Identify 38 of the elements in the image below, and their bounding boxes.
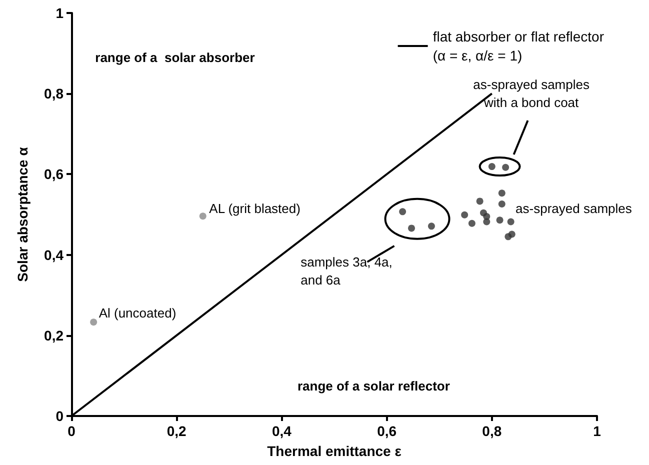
x-tick-label: 0 xyxy=(68,423,76,439)
point xyxy=(90,318,98,326)
point xyxy=(461,211,468,218)
point xyxy=(483,218,490,226)
y-axis-title: Solar absorptance α xyxy=(14,146,30,282)
point xyxy=(498,200,506,208)
point xyxy=(488,163,496,170)
point xyxy=(502,164,510,171)
annotation: Al (uncoated) xyxy=(98,306,176,321)
annotation: samples 3a, 4a, and 6a xyxy=(300,254,392,288)
annotation: as-sprayed samples xyxy=(516,200,632,216)
point xyxy=(408,224,415,232)
legend-label: flat absorber or flat reflector (α = ε, α/ε = 1) xyxy=(432,28,604,64)
point xyxy=(508,230,516,238)
y-tick-label: 0 xyxy=(56,408,64,424)
x-tick-label: 1 xyxy=(593,423,602,439)
y-tick-label: 0,8 xyxy=(44,86,64,102)
x-axis-title: Thermal emittance ε xyxy=(267,443,402,459)
y-tick-label: 0,4 xyxy=(44,246,64,263)
point xyxy=(199,212,206,220)
annotation: range of a solar absorber xyxy=(95,50,255,65)
y-tick-label: 0,6 xyxy=(44,166,64,182)
point xyxy=(498,190,506,197)
x-tick-label: 0,4 xyxy=(272,423,292,439)
point xyxy=(476,198,484,205)
x-tick-label: 0,8 xyxy=(482,423,502,439)
point xyxy=(399,208,406,216)
point xyxy=(428,222,435,230)
x-tick-label: 0,2 xyxy=(166,423,187,439)
x-tick-label: 0,6 xyxy=(377,423,397,439)
point xyxy=(468,220,476,227)
point xyxy=(496,216,504,224)
annotation: as-sprayed samples with a bond coat xyxy=(473,77,590,110)
y-tick-label: 1 xyxy=(56,5,64,21)
point xyxy=(507,218,514,226)
annotation: AL (grit blasted) xyxy=(209,200,300,216)
y-tick-label: 0,2 xyxy=(44,327,64,344)
annotation: range of a solar reflector xyxy=(297,378,450,394)
